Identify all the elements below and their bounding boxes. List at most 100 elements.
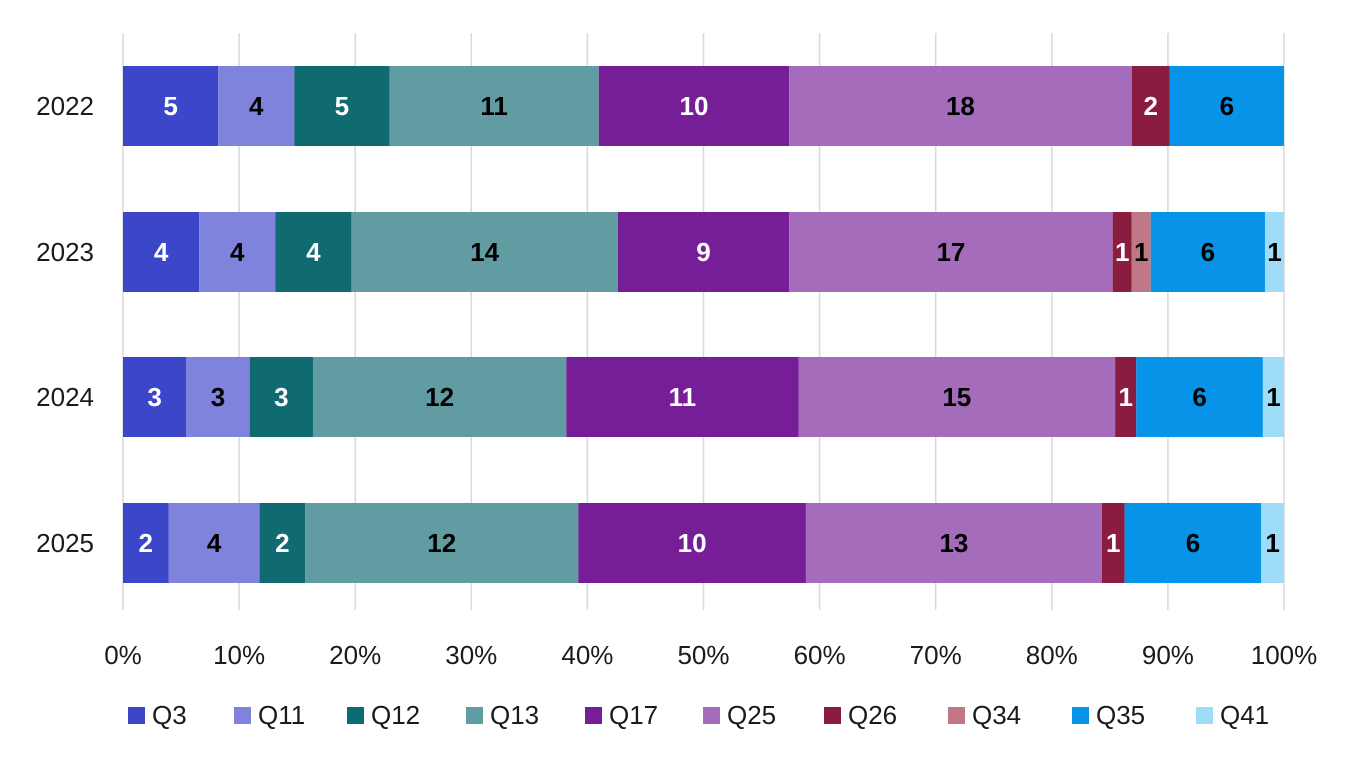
- bar-segment: [789, 66, 1132, 146]
- legend-label: Q25: [727, 700, 776, 730]
- legend-label: Q41: [1220, 700, 1269, 730]
- y-axis-categories: 2022 2023 2024 2025: [36, 91, 94, 558]
- data-label: 9: [696, 237, 710, 267]
- legend-label: Q3: [152, 700, 187, 730]
- data-label: 6: [1220, 91, 1234, 121]
- legend-swatch: [1196, 707, 1213, 724]
- category-label: 2023: [36, 237, 94, 267]
- bar-segment: [1112, 212, 1132, 292]
- bar-segment: [1262, 357, 1284, 437]
- data-label: 10: [678, 528, 707, 558]
- x-axis-ticks: 0% 10% 20% 30% 40% 50% 60% 70% 80% 90% 100%: [104, 640, 1317, 670]
- data-label: 12: [427, 528, 456, 558]
- bar-segment: [1150, 212, 1265, 292]
- data-label: 2: [139, 528, 153, 558]
- legend-swatch: [128, 707, 145, 724]
- data-label: 14: [470, 237, 499, 267]
- bar-segment: [1261, 503, 1284, 583]
- data-label: 1: [1115, 237, 1129, 267]
- data-label: 1: [1134, 237, 1148, 267]
- legend-swatch: [585, 707, 602, 724]
- legend-label: Q11: [258, 700, 305, 730]
- legend-swatch: [824, 707, 841, 724]
- bar-segment: [123, 357, 187, 437]
- bar-segment: [598, 66, 790, 146]
- bar-segment: [199, 212, 276, 292]
- data-label: 15: [942, 382, 971, 412]
- x-tick-label: 20%: [329, 640, 381, 670]
- bar-segment: [1115, 357, 1137, 437]
- legend-swatch: [703, 707, 720, 724]
- bar-segment: [294, 66, 390, 146]
- bar-segment: [351, 212, 618, 292]
- bar-segment: [1264, 212, 1284, 292]
- data-label: 1: [1118, 382, 1132, 412]
- data-label: 1: [1267, 237, 1281, 267]
- x-tick-label: 70%: [910, 640, 962, 670]
- category-label: 2022: [36, 91, 94, 121]
- bar-segment: [798, 357, 1116, 437]
- data-label: 1: [1265, 528, 1279, 558]
- bar-segment: [578, 503, 806, 583]
- bar-segment: [617, 212, 790, 292]
- data-label: 12: [425, 382, 454, 412]
- x-tick-label: 60%: [794, 640, 846, 670]
- data-label: 13: [939, 528, 968, 558]
- bar-segment: [805, 503, 1102, 583]
- x-tick-label: 30%: [445, 640, 497, 670]
- legend-swatch: [466, 707, 483, 724]
- data-label: 6: [1186, 528, 1200, 558]
- bar-segment: [275, 212, 352, 292]
- legend-label: Q34: [972, 700, 1021, 730]
- bar-segment: [389, 66, 599, 146]
- bar-segment: [1131, 212, 1151, 292]
- data-label: 5: [335, 91, 349, 121]
- data-label: 4: [154, 237, 169, 267]
- data-label: 5: [163, 91, 177, 121]
- bars: 5 4 5 11 10 18 2 64 4 4 14 9 17 1 1 6 13 3 3 12 11 15 1 6 12 4 2 12…: [123, 66, 1284, 583]
- legend: Q3 Q11 Q12 Q13 Q17 Q25 Q26 Q34 Q35 Q41: [128, 700, 1269, 730]
- bar-segment: [1101, 503, 1125, 583]
- data-label: 18: [946, 91, 975, 121]
- x-tick-label: 90%: [1142, 640, 1194, 670]
- bar-segment: [259, 503, 306, 583]
- data-label: 3: [147, 382, 161, 412]
- data-label: 11: [669, 382, 697, 412]
- data-label: 4: [230, 237, 245, 267]
- x-tick-label: 0%: [104, 640, 142, 670]
- bar-segment: [305, 503, 579, 583]
- bar-segment: [1136, 357, 1263, 437]
- bar-segment: [789, 212, 1113, 292]
- x-tick-label: 100%: [1251, 640, 1318, 670]
- data-label: 1: [1106, 528, 1120, 558]
- data-label: 11: [480, 91, 508, 121]
- bar-segment: [123, 66, 219, 146]
- bar-segment: [123, 503, 169, 583]
- data-label: 4: [249, 91, 264, 121]
- data-label: 1: [1266, 382, 1280, 412]
- x-tick-label: 40%: [561, 640, 613, 670]
- x-tick-label: 50%: [677, 640, 729, 670]
- data-label: 2: [275, 528, 289, 558]
- data-label: 4: [207, 528, 222, 558]
- legend-label: Q35: [1096, 700, 1145, 730]
- bar-segment: [168, 503, 260, 583]
- data-label: 17: [936, 237, 965, 267]
- category-label: 2025: [36, 528, 94, 558]
- data-label: 6: [1192, 382, 1206, 412]
- legend-label: Q17: [609, 700, 658, 730]
- legend-label: Q12: [371, 700, 420, 730]
- legend-swatch: [1072, 707, 1089, 724]
- bar-segment: [1124, 503, 1262, 583]
- legend-label: Q26: [848, 700, 897, 730]
- bar-segment: [249, 357, 313, 437]
- x-tick-label: 10%: [213, 640, 265, 670]
- legend-swatch: [347, 707, 364, 724]
- category-label: 2024: [36, 382, 94, 412]
- bar-segment: [1131, 66, 1170, 146]
- bar-segment: [566, 357, 799, 437]
- x-tick-label: 80%: [1026, 640, 1078, 670]
- data-label: 10: [680, 91, 709, 121]
- legend-swatch: [234, 707, 251, 724]
